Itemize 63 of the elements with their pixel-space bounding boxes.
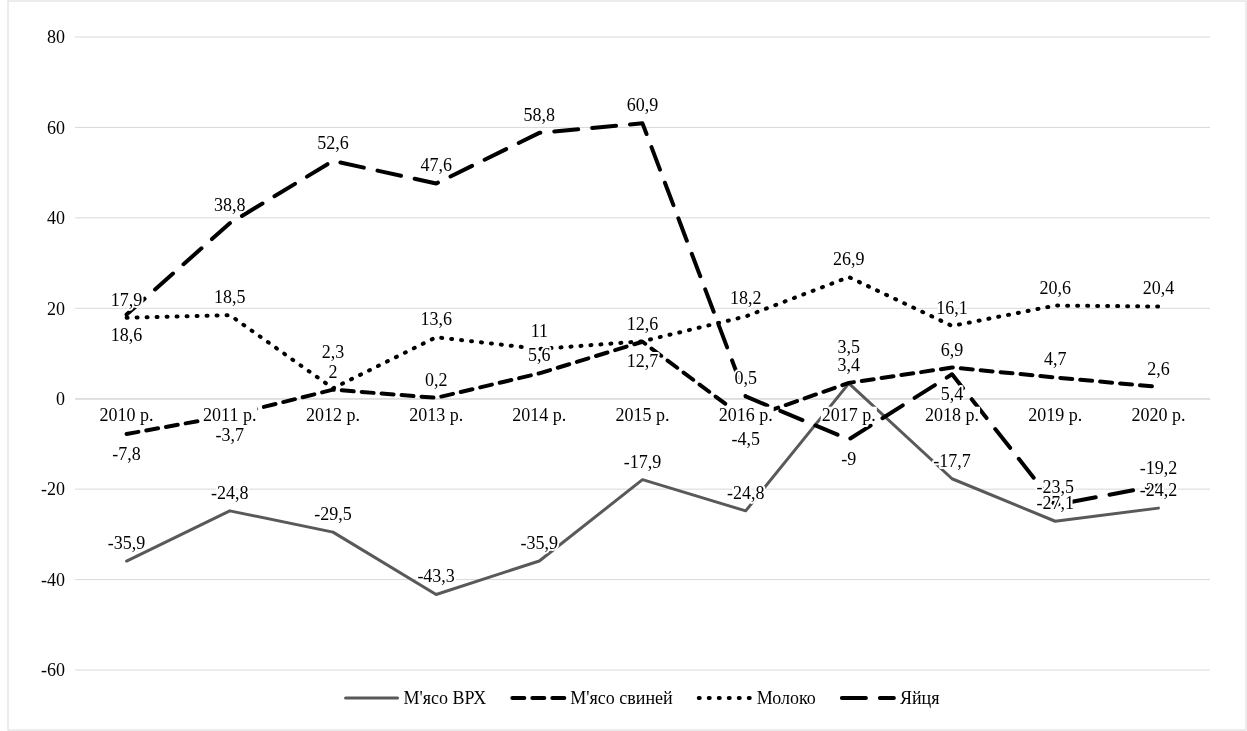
data-label: 18,2 <box>729 288 762 309</box>
legend-label: Яйця <box>899 688 940 708</box>
x-tick-label: 2014 р. <box>512 404 567 425</box>
x-tick-label: 2018 р. <box>925 404 980 425</box>
data-label: -19,2 <box>1139 457 1178 478</box>
data-label: -29,5 <box>314 504 352 525</box>
x-tick-label: 2012 р. <box>305 404 360 425</box>
data-label: 13,6 <box>420 309 452 330</box>
data-label: -4,5 <box>731 429 760 450</box>
data-label: -35,9 <box>107 533 146 554</box>
y-tick-label: -60 <box>41 660 65 681</box>
data-label: 18,6 <box>110 324 143 345</box>
data-label: 18,5 <box>214 287 246 308</box>
y-tick-label: 0 <box>56 388 65 409</box>
x-tick-label: 2020 р. <box>1131 404 1186 425</box>
data-label: 5,6 <box>528 345 551 366</box>
x-tick-label: 2019 р. <box>1028 404 1083 425</box>
x-tick-label: 2013 р. <box>409 404 464 425</box>
data-label: -24,8 <box>211 482 249 503</box>
data-label: 20,4 <box>1142 278 1175 299</box>
data-label: 52,6 <box>317 132 349 153</box>
data-label: 6,9 <box>940 339 964 360</box>
data-label: 4,7 <box>1043 349 1067 370</box>
data-label: 3,4 <box>837 355 861 376</box>
data-label: 20,6 <box>1039 277 1071 298</box>
x-tick-label: 2016 р. <box>718 404 773 425</box>
data-label: 38,8 <box>214 195 246 216</box>
data-label: 17,9 <box>110 289 143 310</box>
y-tick-label: 40 <box>47 208 65 229</box>
data-label: -3,7 <box>215 425 245 446</box>
data-label: -9 <box>841 449 857 470</box>
x-tick-label: 2010 р. <box>99 404 154 425</box>
data-label: 12,7 <box>626 351 659 372</box>
y-tick-label: 80 <box>47 27 65 48</box>
data-label: 3,5 <box>837 336 861 357</box>
data-label: -17,7 <box>933 450 971 471</box>
data-label: 26,9 <box>833 249 865 270</box>
legend-label: М'ясо ВРХ <box>403 688 487 708</box>
data-label: -24,2 <box>1139 480 1178 501</box>
data-label: 2,3 <box>321 342 345 363</box>
data-label: 11 <box>530 320 548 341</box>
legend-label: М'ясо свиней <box>570 688 674 708</box>
legend-label: Молоко <box>756 688 816 708</box>
data-label: 16,1 <box>936 297 968 318</box>
data-label: -17,9 <box>623 451 662 472</box>
x-tick-label: 2015 р. <box>615 404 670 425</box>
y-tick-label: -20 <box>41 479 65 500</box>
data-label: 47,6 <box>420 155 452 176</box>
x-tick-label: 2017 р. <box>821 404 876 425</box>
y-tick-label: 60 <box>47 117 65 138</box>
data-label: 0,2 <box>424 369 448 390</box>
data-label: 58,8 <box>523 104 556 125</box>
data-label: -35,9 <box>520 533 559 554</box>
y-tick-label: -40 <box>41 569 65 590</box>
x-tick-label: 2011 р. <box>203 404 257 425</box>
data-label: -7,8 <box>112 443 141 464</box>
data-label: 60,9 <box>626 95 659 116</box>
data-label: 2 <box>328 361 338 382</box>
data-label: -43,3 <box>417 566 455 587</box>
data-label: 5,4 <box>940 384 964 405</box>
y-tick-label: 20 <box>47 298 65 319</box>
data-label: 12,6 <box>626 313 659 334</box>
data-label: 2,6 <box>1147 358 1170 379</box>
